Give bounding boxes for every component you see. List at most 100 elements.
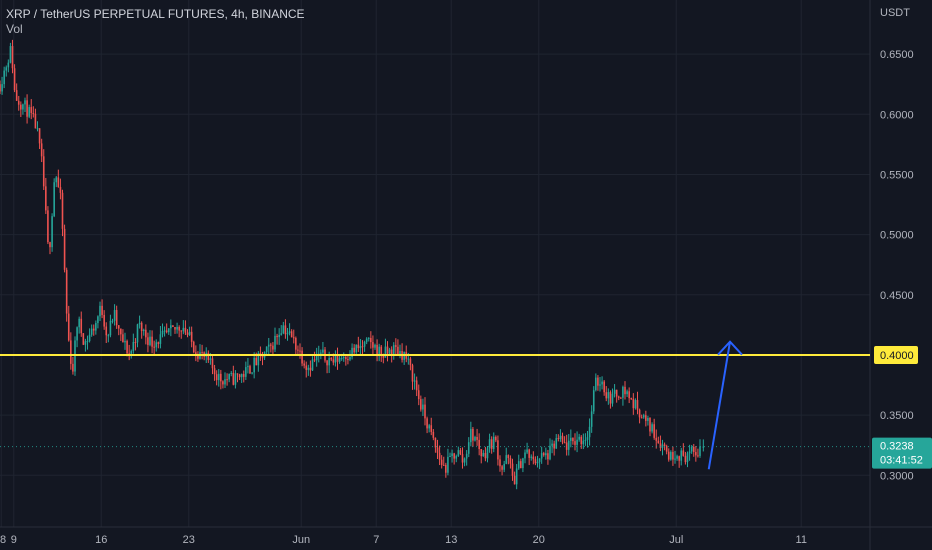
candle-body — [584, 439, 587, 441]
candle-body — [45, 186, 47, 211]
candle-body — [505, 455, 508, 464]
candle-body — [186, 332, 189, 335]
candle-body — [82, 333, 85, 345]
candle-body — [517, 461, 520, 469]
candle-body — [267, 344, 270, 347]
candle-body — [147, 337, 149, 345]
candle-body — [278, 334, 280, 338]
candle-body — [370, 337, 372, 343]
current-price-text: 0.3238 — [880, 441, 914, 453]
candle-body — [613, 389, 616, 394]
candle-body — [472, 428, 474, 441]
candle-body — [603, 381, 605, 393]
candle-body — [280, 333, 283, 335]
candle-body — [0, 84, 1, 92]
candle-body — [236, 373, 239, 375]
candle-body — [128, 353, 130, 355]
candle-body — [686, 453, 689, 463]
level-price-tag-text: 0.4000 — [880, 350, 914, 362]
candle-body — [257, 353, 260, 366]
candle-body — [626, 391, 628, 395]
candle-body — [190, 331, 193, 342]
candle-body — [682, 450, 685, 456]
candle-body — [224, 379, 226, 385]
candle-body — [130, 351, 133, 354]
candle-body — [295, 337, 297, 350]
candle-body — [11, 46, 14, 69]
candle-body — [567, 440, 570, 450]
candle-body — [117, 325, 120, 329]
candle-body — [676, 456, 678, 459]
candle-body — [665, 445, 668, 452]
projection-arrow-head[interactable] — [717, 340, 743, 356]
candle-body — [7, 62, 10, 68]
time-axis-tick: 9 — [11, 534, 17, 546]
candle-body — [549, 445, 551, 460]
candle-body — [211, 358, 214, 369]
candle-body — [182, 327, 185, 332]
candle-body — [53, 182, 55, 217]
candle-body — [647, 417, 649, 421]
candle-body — [38, 128, 41, 144]
candle-body — [534, 459, 537, 464]
candle-body — [301, 350, 303, 364]
candle-body — [286, 333, 289, 335]
candle-body — [105, 326, 108, 336]
candle-body — [34, 113, 37, 129]
time-axis-tick: 20 — [533, 534, 545, 546]
candle-body — [407, 358, 410, 360]
candle-body — [330, 358, 333, 360]
candle-body — [653, 424, 655, 438]
candle-body — [61, 192, 64, 229]
current-price-tag — [872, 437, 932, 469]
candle-body — [357, 344, 360, 349]
candle-body — [132, 341, 135, 352]
candle-body — [65, 269, 68, 314]
candle-body — [180, 330, 183, 332]
candle-body — [111, 320, 114, 322]
candle-body — [145, 329, 147, 338]
candle-body — [605, 392, 608, 399]
candle-body — [176, 326, 178, 330]
candle-body — [384, 346, 387, 358]
candle-body — [382, 356, 385, 358]
candle-body — [420, 399, 422, 410]
candle-body — [538, 458, 541, 462]
candle-body — [195, 352, 197, 356]
candle-body — [1, 84, 3, 92]
bar-countdown-text: 03:41:52 — [880, 455, 923, 467]
candle-body — [392, 345, 395, 356]
projection-arrow-line[interactable] — [707, 341, 731, 470]
time-axis-tick: 16 — [95, 534, 107, 546]
candle-body — [272, 345, 274, 350]
candle-body — [165, 330, 168, 333]
candle-body — [49, 242, 51, 248]
candle-body — [159, 334, 162, 344]
candle-body — [153, 346, 155, 348]
candle-body — [74, 340, 76, 372]
candle-body — [353, 347, 355, 353]
candle-body — [238, 374, 241, 378]
candle-body — [438, 452, 441, 460]
candle-body — [480, 449, 483, 457]
candle-body — [36, 128, 39, 130]
candle-body — [355, 344, 358, 353]
candle-body — [142, 329, 145, 332]
candle-body — [540, 453, 543, 459]
candle-body — [303, 363, 305, 366]
candle-body — [651, 424, 653, 432]
candle-body — [670, 452, 672, 460]
candle-body — [667, 451, 670, 460]
candle-body — [555, 438, 558, 449]
candle-body — [172, 325, 174, 327]
candle-body — [684, 455, 687, 463]
candle-body — [140, 322, 143, 332]
candle-body — [395, 345, 397, 347]
candle-body — [695, 452, 697, 456]
candle-body — [434, 437, 437, 448]
candle-body — [253, 357, 255, 373]
level-price-tag — [874, 345, 918, 364]
candle-body — [661, 444, 664, 448]
